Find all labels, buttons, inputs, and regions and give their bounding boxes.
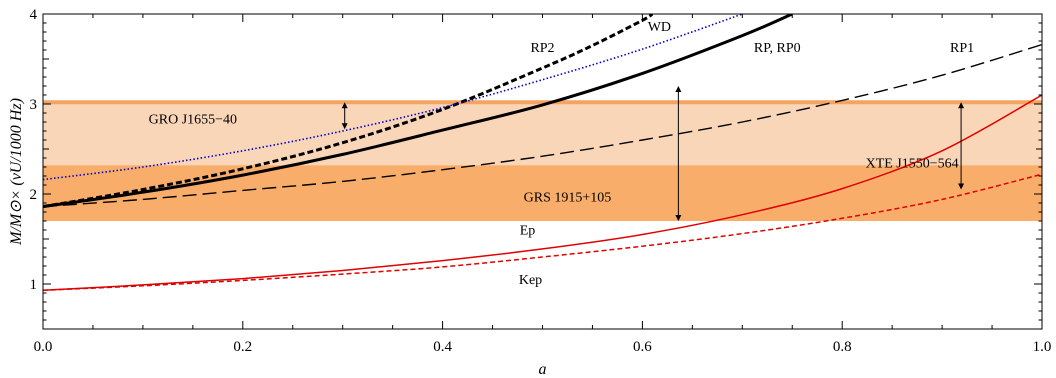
series-line-1 [43,14,654,209]
annotation-arrow-head-top-0 [341,102,348,109]
annotation-label-0: GRO J1655−40 [149,112,237,127]
y-tick-label-3: 4 [30,7,38,23]
annotation-arrow-head-bottom-2 [675,215,682,221]
y-tick-label-1: 2 [30,187,38,203]
x-tick-label-5: 1.0 [1033,339,1052,355]
series-label-1: WD [648,20,671,35]
annotation-arrow-head-bottom-0 [341,123,348,130]
y-tick-label-2: 3 [30,97,38,113]
annotation-arrow-head-top-2 [675,86,682,92]
band-1 [43,102,1042,166]
x-tick-label-4: 0.8 [833,339,852,355]
series-label-4: Ep [520,224,536,239]
series-line-3 [43,43,1042,208]
y-tick-label-0: 1 [30,277,38,293]
bands-layer [43,100,1042,221]
series-line-5 [43,173,1042,292]
annotation-arrow-head-top-1 [958,102,965,109]
series-label-2: RP, RP0 [754,41,801,56]
annotation-label-1: XTE J1550−564 [866,157,959,172]
series-label-3: RP1 [950,41,974,56]
series-line-2 [43,14,743,181]
series-label-0: RP2 [530,41,554,56]
y-axis-title: M/M⊙× (νU/1000 Hz) [8,98,25,246]
series-label-5: Kep [519,273,542,288]
x-tick-label-3: 0.6 [633,339,652,355]
annotation-label-2: GRS 1915+105 [524,191,612,206]
ticks-layer: 0.0 0.2 0.4 0.6 0.8 1.0 1 2 3 4 [30,7,1052,355]
x-tick-label-1: 0.2 [233,339,252,355]
series-line-4 [43,94,1042,292]
x-tick-label-2: 0.4 [433,339,452,355]
curves-layer [43,14,1042,292]
series-line-0 [43,14,793,209]
annotation-arrow-head-bottom-1 [958,183,965,190]
x-axis-title: a [539,361,547,378]
x-tick-label-0: 0.0 [34,339,53,355]
annotations-layer: GRO J1655−40 XTE J1550−564 GRS 1915+105 [149,86,965,221]
labels-layer: RP2 WD RP, RP0 RP1 Ep Kep a M/M⊙× (νU/1000 Hz) [8,20,974,378]
